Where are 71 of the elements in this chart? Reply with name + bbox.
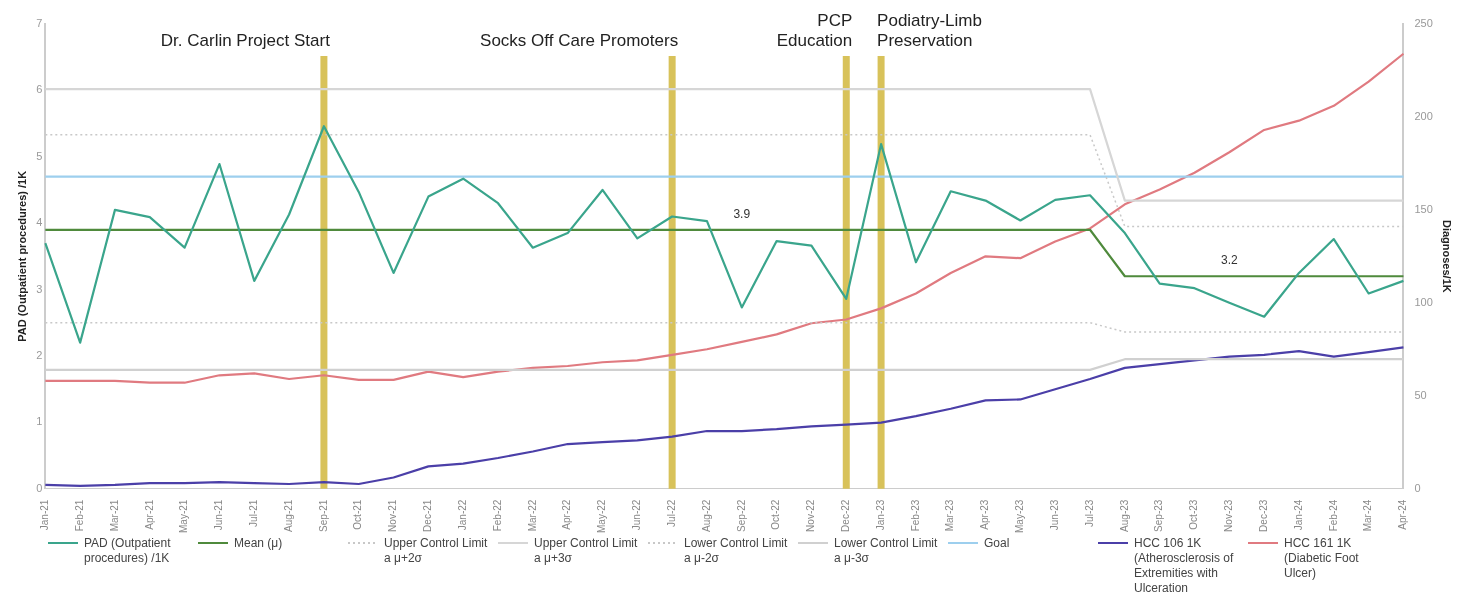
legend-label: Upper Control Limit a μ+3σ bbox=[534, 536, 638, 566]
y-tick-label: 7 bbox=[36, 17, 43, 30]
ref-line-label: Dr. Carlin Project Start bbox=[160, 31, 331, 50]
y2-tick-label: 250 bbox=[1414, 17, 1433, 30]
y-tick-label: 2 bbox=[36, 348, 43, 361]
y2-tick-label: 50 bbox=[1414, 388, 1427, 401]
ref-line-label: Socks Off Care Promoters bbox=[480, 31, 679, 50]
legend-label: PAD (Outpatient procedures) /1K bbox=[84, 536, 172, 566]
x-tick-label: Apr-23 bbox=[979, 499, 991, 530]
x-tick-label: Sep-23 bbox=[1153, 499, 1165, 532]
y-axis-title: PAD (Outpatient procedures) /1K bbox=[15, 170, 28, 342]
y-tick-label: 5 bbox=[36, 149, 43, 162]
x-tick-label: May-21 bbox=[178, 499, 190, 534]
x-tick-label: Nov-22 bbox=[805, 499, 817, 532]
y2-tick-label: 0 bbox=[1414, 481, 1421, 494]
y-tick-label: 0 bbox=[36, 481, 43, 494]
legend-label: Mean (μ) bbox=[234, 536, 284, 551]
legend-label: Lower Control Limit a μ-2σ bbox=[684, 536, 788, 566]
x-tick-label: Jul-23 bbox=[1083, 499, 1095, 527]
x-tick-label: Mar-21 bbox=[108, 499, 120, 532]
x-tick-label: Jan-24 bbox=[1292, 499, 1304, 531]
legend-label: Upper Control Limit a μ+2σ bbox=[384, 536, 488, 566]
x-tick-label: Jun-23 bbox=[1048, 499, 1060, 531]
y-tick-label: 1 bbox=[36, 415, 43, 428]
annotation: 3.9 bbox=[733, 206, 751, 221]
y2-tick-label: 200 bbox=[1414, 109, 1433, 122]
x-tick-label: Feb-22 bbox=[491, 499, 503, 532]
x-tick-label: Mar-23 bbox=[944, 499, 956, 532]
x-tick-label: Jan-21 bbox=[39, 499, 51, 531]
x-tick-label: Jan-22 bbox=[456, 499, 468, 531]
ref-line-label: Podiatry-Limb Preservation bbox=[877, 11, 982, 50]
y2-tick-label: 100 bbox=[1414, 295, 1433, 308]
x-tick-label: Nov-21 bbox=[387, 499, 399, 532]
x-tick-label: Aug-21 bbox=[282, 499, 294, 532]
x-tick-label: May-23 bbox=[1014, 499, 1026, 534]
x-tick-label: Feb-23 bbox=[909, 499, 921, 532]
legend-label: HCC 161 1K (Diabetic Foot Ulcer) bbox=[1284, 536, 1360, 581]
x-tick-label: Sep-21 bbox=[317, 499, 329, 532]
x-tick-label: Mar-22 bbox=[526, 499, 538, 532]
y2-axis-title: Diagnoses/1K bbox=[1441, 219, 1454, 293]
y-tick-label: 3 bbox=[36, 282, 43, 295]
x-tick-label: May-22 bbox=[596, 499, 608, 534]
y-tick-label: 6 bbox=[36, 83, 43, 96]
y2-tick-label: 150 bbox=[1414, 202, 1433, 215]
x-tick-label: Aug-22 bbox=[700, 499, 712, 532]
x-tick-label: Jan-23 bbox=[874, 499, 886, 531]
x-tick-label: Dec-22 bbox=[840, 499, 852, 532]
x-tick-label: Feb-21 bbox=[73, 499, 85, 532]
x-tick-label: Oct-21 bbox=[352, 499, 364, 530]
y-tick-label: 4 bbox=[36, 216, 43, 229]
x-tick-label: Jun-22 bbox=[631, 499, 643, 531]
legend-label: HCC 106 1K (Atherosclerosis of Extremities with Ulceration bbox=[1134, 536, 1235, 596]
x-tick-label: Sep-22 bbox=[735, 499, 747, 532]
x-tick-label: Nov-23 bbox=[1223, 499, 1235, 532]
legend-label: Lower Control Limit a μ-3σ bbox=[834, 536, 938, 566]
x-tick-label: Oct-23 bbox=[1188, 499, 1200, 530]
x-tick-label: Jun-21 bbox=[213, 499, 225, 531]
x-tick-label: Dec-23 bbox=[1257, 499, 1269, 532]
ref-line-label: PCP Education bbox=[776, 11, 853, 50]
annotation: 3.2 bbox=[1220, 253, 1238, 268]
x-tick-label: Oct-22 bbox=[770, 499, 782, 530]
x-tick-label: Apr-22 bbox=[561, 499, 573, 530]
x-tick-label: Apr-21 bbox=[143, 499, 155, 530]
x-tick-label: Dec-21 bbox=[422, 499, 434, 532]
x-tick-label: Feb-24 bbox=[1327, 499, 1339, 532]
x-tick-label: Apr-24 bbox=[1397, 499, 1409, 530]
legend-label: Goal bbox=[984, 536, 1011, 551]
x-tick-label: Mar-24 bbox=[1362, 499, 1374, 532]
x-tick-label: Jul-22 bbox=[665, 499, 677, 527]
x-tick-label: Jul-21 bbox=[248, 499, 260, 527]
x-tick-label: Aug-23 bbox=[1118, 499, 1130, 532]
